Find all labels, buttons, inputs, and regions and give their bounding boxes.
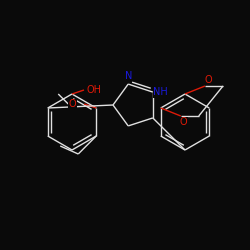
Text: O: O bbox=[204, 75, 212, 85]
Text: O: O bbox=[180, 117, 188, 127]
Text: NH: NH bbox=[154, 87, 168, 97]
Text: O: O bbox=[68, 99, 76, 109]
Text: OH: OH bbox=[86, 85, 102, 95]
Text: N: N bbox=[124, 71, 132, 81]
